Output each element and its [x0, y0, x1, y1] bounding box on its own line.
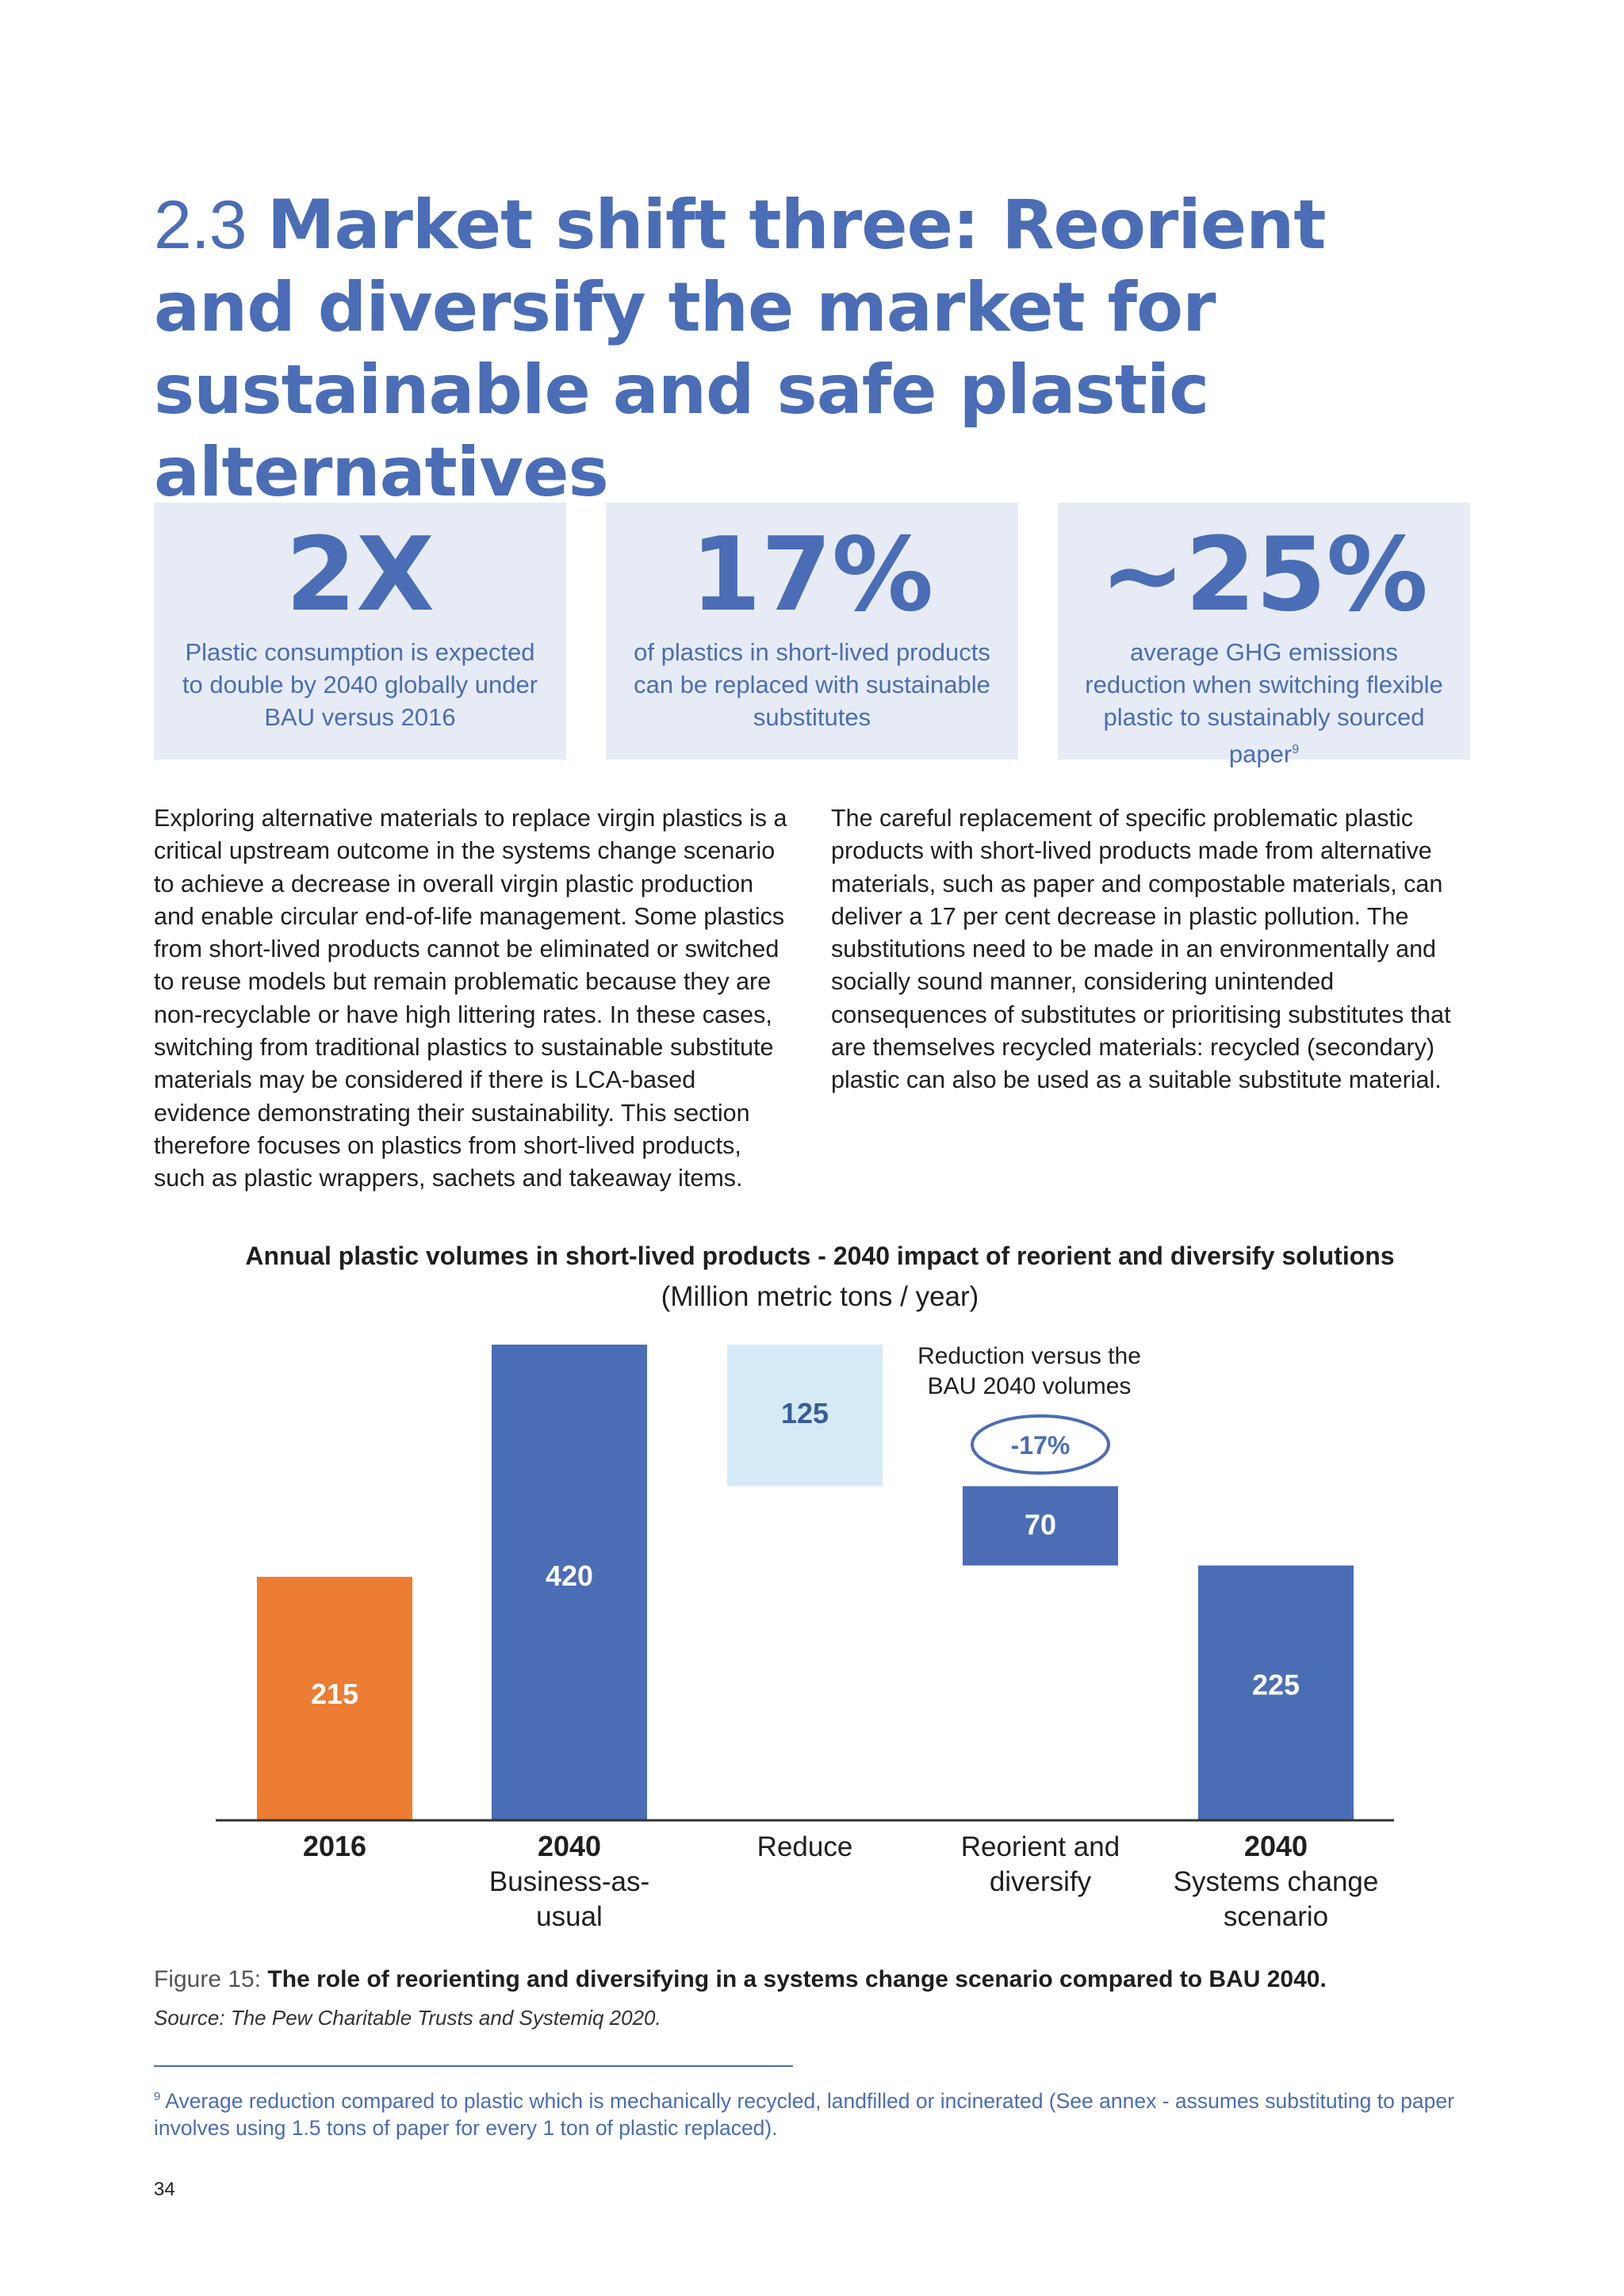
- stat-description: of plastics in short-lived products can …: [634, 638, 990, 731]
- bar-value-label-1: 420: [546, 1559, 593, 1592]
- body-text-left: Exploring alternative materials to repla…: [154, 805, 787, 1192]
- reduction-badge: [971, 1414, 1110, 1475]
- reduction-badge-label: -17%: [1011, 1431, 1071, 1460]
- category-label-3-1: diversify: [990, 1866, 1092, 1897]
- footnote-ref[interactable]: 9: [1292, 743, 1300, 756]
- figure-label: Figure 15:: [154, 1966, 262, 1992]
- footnote-text: Average reduction compared to plastic wh…: [154, 2088, 1454, 2140]
- section-heading: 2.3 Market shift three: Reorient and div…: [154, 184, 1486, 514]
- bar-value-label-2: 125: [781, 1397, 829, 1429]
- figure-source: Source: The Pew Charitable Trusts and Sy…: [154, 2006, 661, 2030]
- body-text-right: The careful replacement of specific prob…: [831, 805, 1451, 1094]
- annotation-text: Reduction versus the: [917, 1343, 1141, 1369]
- bar-1: [492, 1345, 647, 1820]
- bar-value-label-0: 215: [311, 1678, 358, 1710]
- bar-0: [257, 1576, 412, 1820]
- stat-card-substitutes: 17% of plastics in short-lived products …: [606, 503, 1018, 760]
- figure-caption: Figure 15: The role of reorienting and d…: [154, 1966, 1502, 1993]
- figure-caption-text: The role of reorienting and diversifying…: [267, 1966, 1327, 1992]
- category-label-3-0: Reorient and: [961, 1831, 1120, 1862]
- category-label-4-1: scenario: [1224, 1901, 1328, 1932]
- category-label-2-0: Reduce: [757, 1831, 853, 1862]
- footnote-divider: [154, 2065, 793, 2067]
- category-year-4: 2040: [1244, 1830, 1308, 1862]
- stat-description: Plastic consumption is expected to doubl…: [182, 638, 538, 731]
- stat-value: 17%: [690, 516, 934, 634]
- stat-card-consumption: 2X Plastic consumption is expected to do…: [154, 503, 566, 760]
- category-year-0: 2016: [303, 1830, 366, 1862]
- stat-card-ghg: ~25% average GHG emissions reduction whe…: [1058, 503, 1470, 767]
- bar-value-label-4: 225: [1252, 1669, 1300, 1701]
- section-number: 2.3: [154, 187, 247, 263]
- category-label-1-0: Business-as-: [489, 1866, 649, 1897]
- stat-value: 2X: [285, 516, 435, 634]
- category-label-1-1: usual: [536, 1901, 603, 1932]
- bar-2: [727, 1345, 883, 1487]
- chart-subtitle: (Million metric tons / year): [661, 1281, 979, 1312]
- bar-value-label-3: 70: [1025, 1509, 1056, 1541]
- stat-description: average GHG emissions reduction when swi…: [1080, 636, 1448, 770]
- category-label-4-0: Systems change: [1174, 1866, 1379, 1897]
- footnote-marker: 9: [154, 2090, 161, 2103]
- stat-value: ~25%: [1100, 516, 1428, 634]
- stat-description-text: average GHG emissions reduction when swi…: [1085, 638, 1443, 768]
- bar-3: [963, 1486, 1118, 1566]
- bar-4: [1198, 1565, 1354, 1820]
- annotation-text: BAU 2040 volumes: [928, 1373, 1132, 1399]
- category-year-1: 2040: [538, 1830, 601, 1862]
- chart-title: Annual plastic volumes in short-lived pr…: [245, 1242, 1395, 1270]
- page-number: 34: [154, 2179, 175, 2200]
- footnote: 9 Average reduction compared to plastic …: [154, 2084, 1470, 2141]
- section-title: Market shift three: Reorient and diversi…: [154, 186, 1326, 512]
